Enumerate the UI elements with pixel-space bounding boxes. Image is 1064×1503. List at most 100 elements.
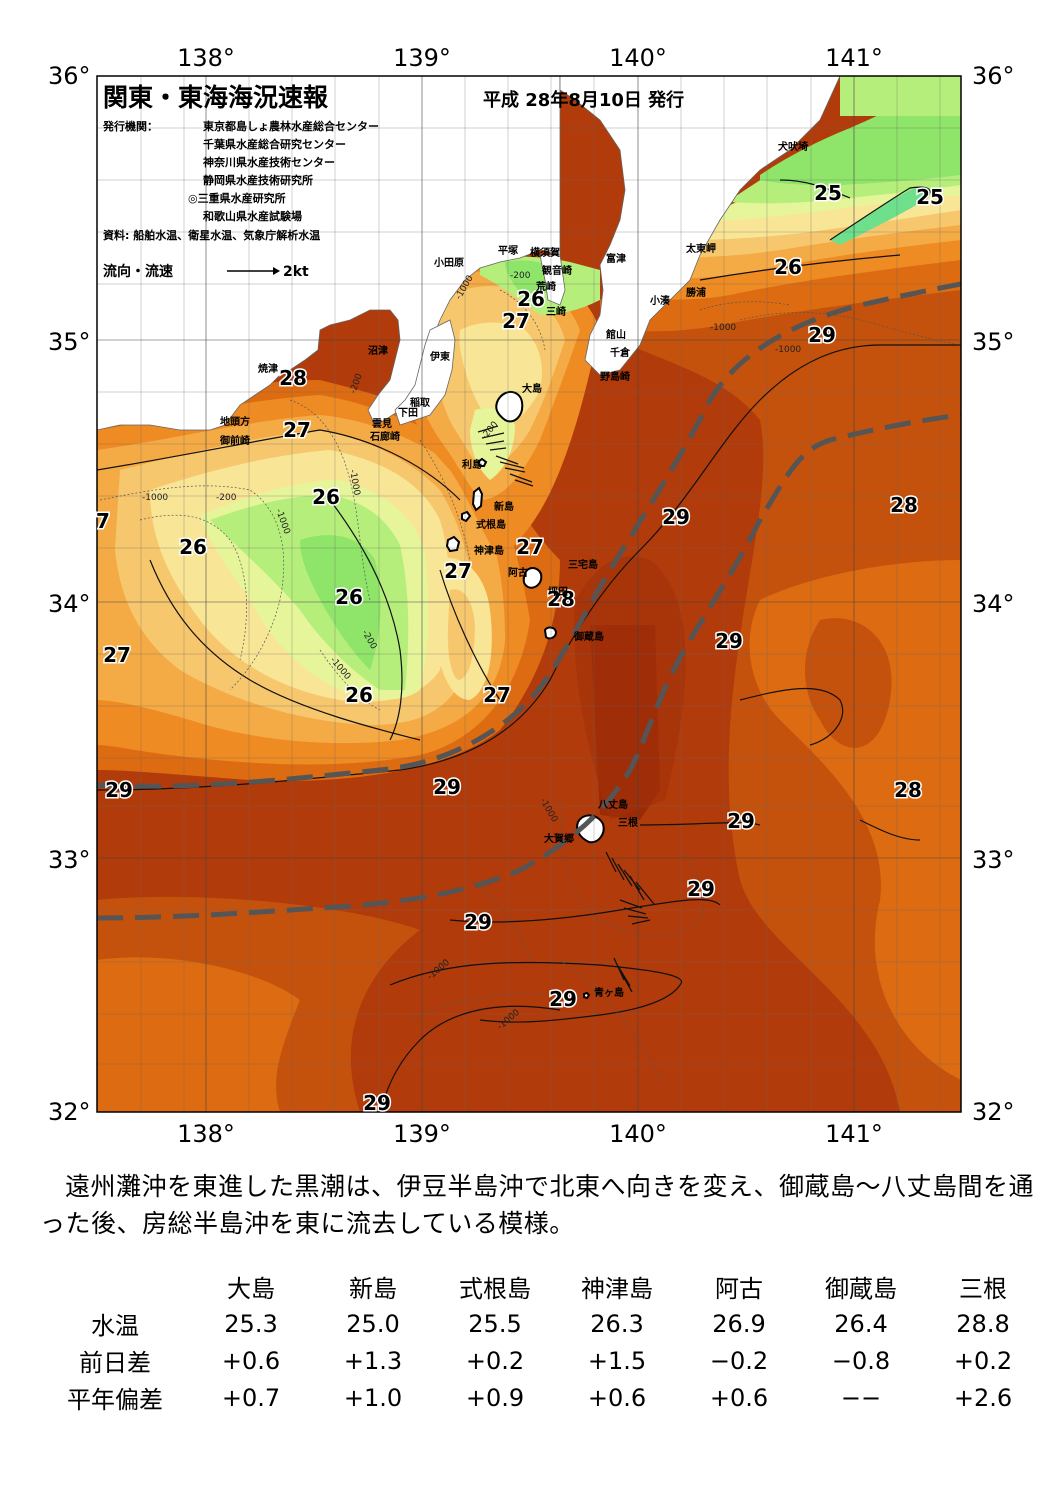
flow-legend — [227, 267, 280, 275]
table-cell: +2.6 — [953, 1383, 1013, 1412]
place-label: 荒崎 — [535, 280, 556, 293]
place-label: 沼津 — [368, 344, 388, 357]
isotherm-label: 29 — [105, 778, 133, 802]
place-label: 新島 — [494, 500, 514, 513]
place-label: 利島 — [462, 458, 482, 471]
issue-date: 平成 28年8月10日 発行 — [483, 89, 684, 111]
publisher: 静岡県水産技術研究所 — [203, 173, 313, 187]
isotherm-label: 29 — [363, 1091, 391, 1115]
depth-label: -200 — [510, 271, 531, 281]
islands — [445, 391, 605, 1000]
isotherm-label: 27 — [103, 643, 131, 667]
column-header: 御蔵島 — [825, 1275, 897, 1303]
table-cell: 26.3 — [590, 1309, 644, 1338]
place-label: 館山 — [605, 328, 626, 341]
place-label: 大島 — [522, 382, 542, 395]
isotherm-label: 29 — [727, 809, 755, 833]
island-temperature-table: 大島 新島 式根島 神津島 阿古 御蔵島 三根 水温 25.3 25.0 25.… — [40, 1268, 1044, 1416]
table-row: 前日差 +0.6 +1.3 +0.2 +1.5 −0.2 −0.8 +0.2 — [40, 1342, 1044, 1379]
place-label: 観音崎 — [542, 264, 572, 277]
isotherm-label: 26 — [312, 485, 340, 509]
island-aogashima — [583, 991, 591, 1000]
summary-paragraph: 遠州灘沖を東進した黒潮は、伊豆半島沖で北東へ向きを変え、御蔵島～八丈島間を通った… — [40, 1172, 1035, 1238]
isotherm-label: 27 — [483, 683, 511, 707]
place-label: 三宅島 — [568, 558, 598, 571]
lat-labels: 36° 35° 34° 33° 32° 36° 35° 34° 33° 32° — [48, 62, 1015, 1126]
table-cell: +1.3 — [343, 1346, 403, 1375]
lat-label-left: 34° — [48, 590, 91, 618]
row-header: 前日差 — [79, 1349, 151, 1377]
isotherm-label: 29 — [464, 910, 492, 934]
column-header: 大島 — [227, 1275, 275, 1303]
place-label: 富津 — [606, 252, 626, 265]
isotherm-label: 28 — [279, 366, 307, 390]
island-toshima — [476, 457, 488, 467]
depth-label: -1000 — [710, 323, 736, 333]
isotherm-label: 7 — [96, 509, 110, 533]
lon-label-top: 138° — [177, 44, 235, 72]
place-label: 太東岬 — [685, 242, 716, 255]
summary-text: 遠州灘沖を東進した黒潮は、伊豆半島沖で北東へ向きを変え、御蔵島～八丈島間を通った… — [40, 1168, 1040, 1242]
isotherm-label: 26 — [335, 585, 363, 609]
lat-label-right: 36° — [972, 62, 1015, 90]
isotherm-label: 27 — [502, 309, 530, 333]
place-label: 阿古 — [508, 566, 528, 579]
table-cell: 26.4 — [834, 1309, 888, 1338]
isotherm-label: 29 — [549, 987, 577, 1011]
place-label: 千倉 — [610, 346, 631, 359]
table-cell: +1.5 — [587, 1346, 647, 1375]
table-cell: +0.9 — [465, 1383, 525, 1412]
isotherm-label: 27 — [283, 418, 311, 442]
column-header: 新島 — [349, 1275, 397, 1303]
publisher: 東京都島しょ農林水産総合センター — [203, 119, 379, 133]
depth-label: -1000 — [347, 469, 361, 497]
lon-label-bottom: 139° — [393, 1120, 451, 1148]
publisher: 千葉県水産総合研究センター — [203, 137, 346, 151]
place-label: 青ヶ島 — [594, 986, 624, 999]
lat-label-right: 32° — [972, 1098, 1015, 1126]
place-labels: 犬吠埼 太東岬 勝浦 小湊 富津 横須賀 観音崎 平塚 荒崎 三崎 小田原 館山… — [219, 140, 808, 999]
place-label: 御蔵島 — [573, 630, 604, 643]
table-corner — [40, 1268, 190, 1305]
table-cell: −0.2 — [709, 1346, 769, 1375]
publisher: 神奈川県水産技術センター — [203, 155, 335, 169]
place-label: 下田 — [398, 407, 418, 419]
temperature-labels: 25 25 26 29 26 27 28 27 26 26 27 27 26 2… — [95, 180, 946, 1117]
publisher: ◎三重県水産研究所 — [188, 191, 286, 205]
table-header-row: 大島 新島 式根島 神津島 阿古 御蔵島 三根 — [40, 1268, 1044, 1305]
table-cell: 25.0 — [346, 1309, 400, 1338]
isotherm-label: 29 — [662, 505, 690, 529]
lon-label-bottom: 138° — [177, 1120, 235, 1148]
lon-label-bottom: 141° — [825, 1120, 883, 1148]
isotherm-label: 27 — [444, 559, 472, 583]
place-label: 伊東 — [429, 350, 450, 363]
place-label: 三崎 — [546, 305, 566, 318]
isotherm-label: 27 — [516, 535, 544, 559]
depth-contours — [99, 289, 961, 1081]
table-cell: +0.7 — [221, 1383, 281, 1412]
place-label: 横須賀 — [530, 246, 560, 259]
place-label: 大賀郷 — [544, 832, 574, 845]
table-cell: +1.0 — [343, 1383, 403, 1412]
place-label: 小湊 — [649, 294, 671, 307]
place-label: 御前崎 — [219, 434, 250, 447]
place-label: 小田原 — [433, 256, 464, 269]
island-miyakejima — [522, 567, 543, 589]
depth-label: -200 — [216, 493, 237, 503]
flow-legend-label: 流向・流速 — [103, 263, 173, 280]
table-cell: 26.9 — [712, 1309, 766, 1338]
place-label: 地頭方 — [220, 415, 250, 428]
place-label: 焼津 — [258, 362, 278, 375]
place-label: 八丈島 — [597, 798, 628, 811]
column-header: 三根 — [959, 1275, 1007, 1303]
graticule — [97, 76, 961, 1112]
land — [97, 76, 841, 431]
isotherm-label: 29 — [715, 629, 743, 653]
place-label: 野島崎 — [600, 370, 630, 383]
table-cell: +0.6 — [587, 1383, 647, 1412]
place-label: 稲取 — [410, 396, 431, 409]
column-header: 阿古 — [715, 1275, 763, 1303]
depth-label: -1000 — [775, 345, 801, 355]
lat-label-left: 35° — [48, 328, 91, 356]
isotherm-label: 29 — [433, 775, 461, 799]
